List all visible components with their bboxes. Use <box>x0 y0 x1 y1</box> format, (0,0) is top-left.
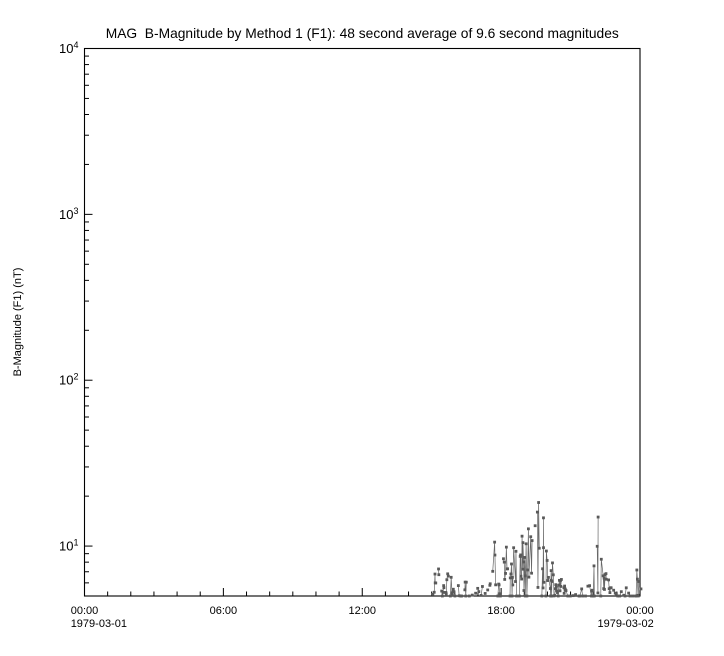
svg-text:00:00: 00:00 <box>626 605 654 617</box>
svg-text:104: 104 <box>59 40 78 56</box>
svg-text:1979-03-02: 1979-03-02 <box>598 618 654 630</box>
svg-text:102: 102 <box>59 372 78 388</box>
svg-text:103: 103 <box>59 206 78 222</box>
svg-text:00:00: 00:00 <box>71 605 99 617</box>
svg-text:1979-03-01: 1979-03-01 <box>71 618 127 630</box>
svg-text:18:00: 18:00 <box>487 605 515 617</box>
svg-text:06:00: 06:00 <box>210 605 238 617</box>
svg-text:12:00: 12:00 <box>348 605 376 617</box>
svg-text:101: 101 <box>59 538 78 554</box>
